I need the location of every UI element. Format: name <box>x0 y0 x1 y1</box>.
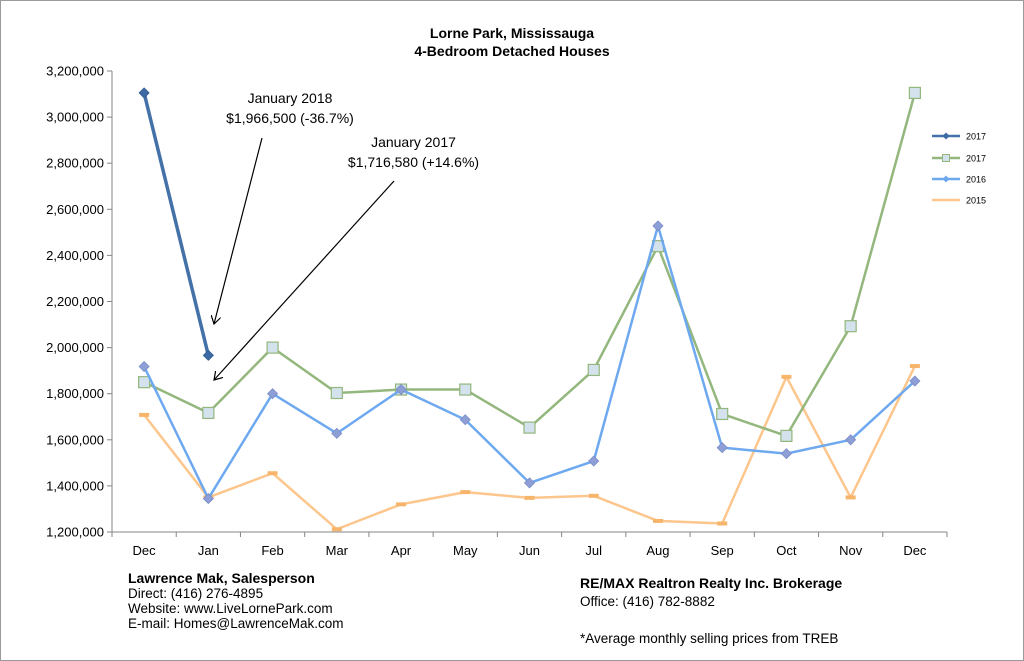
annotation-arrow-jan-2017 <box>214 180 395 380</box>
data-point <box>202 349 214 361</box>
legend-item: 2015 <box>932 196 986 206</box>
y-tick-label: 2,200,000 <box>46 294 104 309</box>
x-tick-label: Jun <box>519 543 540 558</box>
series-line-1 <box>142 91 917 438</box>
legend-item: 2017 <box>932 154 986 164</box>
agent-website: Website: www.LiveLornePark.com <box>128 601 333 616</box>
annotation-jan-2018-line2: $1,966,500 (-36.7%) <box>226 110 354 126</box>
data-point <box>202 406 215 420</box>
y-tick-label: 2,400,000 <box>46 248 104 263</box>
data-point <box>459 383 472 396</box>
y-tick-label: 1,600,000 <box>46 432 104 447</box>
x-tick-label: Apr <box>391 543 412 558</box>
data-point <box>266 341 279 354</box>
chart-title: Lorne Park, Mississauga <box>429 25 595 41</box>
legend-item: 2017 <box>932 132 986 142</box>
agent-direct-phone: Direct: (416) 276-4895 <box>128 586 264 601</box>
brokerage-name: RE/MAX Realtron Realty Inc. Brokerage <box>580 575 843 591</box>
agent-name: Lawrence Mak, Salesperson <box>128 570 315 586</box>
data-point <box>652 220 664 232</box>
x-tick-label: Dec <box>133 543 157 558</box>
y-tick-label: 2,000,000 <box>46 340 104 355</box>
data-point <box>716 407 729 421</box>
data-point <box>523 477 536 489</box>
x-tick-label: Dec <box>903 543 927 558</box>
agent-contact: Lawrence Mak, Salesperson Direct: (416) … <box>128 570 344 632</box>
annotation-jan-2018: January 2018 $1,966,500 (-36.7%) <box>205 88 375 128</box>
y-tick-label: 1,200,000 <box>46 525 104 540</box>
data-point <box>459 414 471 426</box>
data-point <box>780 448 792 460</box>
data-point <box>138 376 151 389</box>
legend-label: 2016 <box>966 175 986 185</box>
data-point <box>588 455 600 467</box>
legend-label: 2017 <box>966 132 986 142</box>
y-tick-label: 3,200,000 <box>46 64 104 79</box>
chart-subtitle: 4-Bedroom Detached Houses <box>414 43 610 59</box>
x-tick-label: Oct <box>776 543 797 558</box>
x-tick-label: Sep <box>711 543 734 558</box>
data-point <box>267 388 279 400</box>
data-point <box>395 383 407 396</box>
data-point <box>331 427 343 439</box>
brokerage-office-phone: Office: (416) 782-8882 <box>580 594 715 609</box>
x-tick-label: May <box>453 543 478 558</box>
data-point <box>909 375 921 387</box>
data-point <box>716 442 728 454</box>
legend-label: 2017 <box>966 154 986 164</box>
source-note: *Average monthly selling prices from TRE… <box>580 631 839 646</box>
series-line-3 <box>142 364 917 531</box>
legend-marker <box>942 154 950 162</box>
legend-item: 2016 <box>932 175 986 185</box>
y-tick-label: 1,800,000 <box>46 386 104 401</box>
x-tick-label: Feb <box>261 543 283 558</box>
y-tick-label: 1,400,000 <box>46 478 104 493</box>
y-tick-label: 2,800,000 <box>46 156 104 171</box>
data-point <box>138 87 150 99</box>
annotation-jan-2018-line1: January 2018 <box>247 90 333 106</box>
data-point <box>845 434 857 446</box>
data-point <box>330 386 343 400</box>
x-tick-label: Jul <box>585 543 602 558</box>
annotation-jan-2017-line2: $1,716,580 (+14.6%) <box>347 154 480 170</box>
legend-label: 2015 <box>966 196 986 206</box>
x-tick-label: Jan <box>198 543 219 558</box>
x-tick-label: Aug <box>646 543 669 558</box>
y-tick-label: 2,600,000 <box>46 202 104 217</box>
data-point <box>138 360 150 373</box>
series-line-0 <box>142 91 211 358</box>
annotation-arrow-jan-2018 <box>214 137 263 324</box>
data-point <box>587 363 600 377</box>
annotation-jan-2017-line1: January 2017 <box>371 134 456 150</box>
annotation-jan-2017: January 2017 $1,716,580 (+14.6%) <box>326 132 501 172</box>
data-point <box>780 429 793 442</box>
y-tick-label: 3,000,000 <box>46 110 104 125</box>
data-point <box>523 421 536 434</box>
x-tick-label: Nov <box>839 543 863 558</box>
agent-email: E-mail: Homes@LawrenceMak.com <box>128 616 344 631</box>
data-point <box>908 86 921 99</box>
x-tick-label: Mar <box>326 543 349 558</box>
legend-marker <box>942 132 950 140</box>
legend-marker <box>942 175 950 183</box>
brokerage-info: RE/MAX Realtron Realty Inc. Brokerage Of… <box>580 575 843 610</box>
data-point <box>202 493 214 505</box>
data-point <box>844 320 857 333</box>
